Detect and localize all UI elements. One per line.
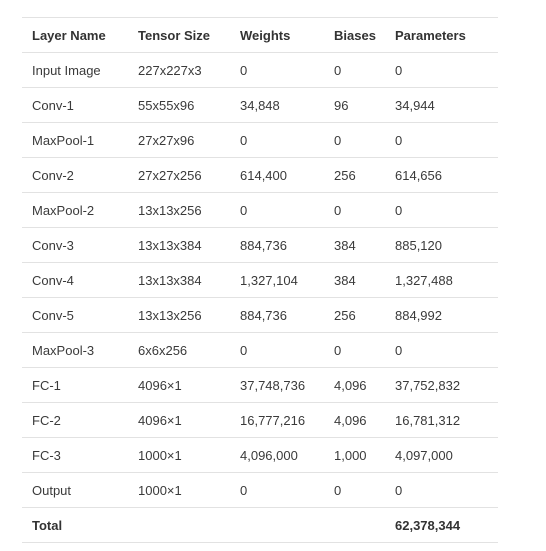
biases-cell: 0 bbox=[324, 472, 385, 508]
parameter-table-container: Layer Name Tensor Size Weights Biases Pa… bbox=[22, 17, 498, 543]
weights-cell: 614,400 bbox=[230, 157, 324, 193]
layer-parameter-table: Layer Name Tensor Size Weights Biases Pa… bbox=[22, 17, 498, 543]
tensor-size-cell: 27x27x256 bbox=[128, 157, 230, 193]
tensor-size-cell: 27x27x96 bbox=[128, 122, 230, 158]
table-row: FC-1 4096×1 37,748,736 4,096 37,752,832 bbox=[22, 367, 498, 403]
total-parameters: 62,378,344 bbox=[385, 507, 498, 543]
biases-cell: 0 bbox=[324, 122, 385, 158]
parameters-cell: 4,097,000 bbox=[385, 437, 498, 473]
layer-name-cell: Conv-3 bbox=[22, 227, 128, 263]
layer-name-cell: FC-1 bbox=[22, 367, 128, 403]
layer-name-cell: FC-2 bbox=[22, 402, 128, 438]
biases-cell: 0 bbox=[324, 332, 385, 368]
weights-cell: 0 bbox=[230, 122, 324, 158]
weights-cell: 0 bbox=[230, 332, 324, 368]
layer-name-cell: MaxPool-2 bbox=[22, 192, 128, 228]
parameters-cell: 884,992 bbox=[385, 297, 498, 333]
table-row: Conv-4 13x13x384 1,327,104 384 1,327,488 bbox=[22, 262, 498, 298]
weights-cell: 0 bbox=[230, 472, 324, 508]
table-row: Conv-3 13x13x384 884,736 384 885,120 bbox=[22, 227, 498, 263]
weights-cell: 0 bbox=[230, 192, 324, 228]
biases-cell: 4,096 bbox=[324, 367, 385, 403]
biases-cell: 0 bbox=[324, 192, 385, 228]
weights-cell: 34,848 bbox=[230, 87, 324, 123]
layer-name-cell: MaxPool-1 bbox=[22, 122, 128, 158]
parameters-cell: 1,327,488 bbox=[385, 262, 498, 298]
layer-name-cell: Conv-1 bbox=[22, 87, 128, 123]
parameters-cell: 614,656 bbox=[385, 157, 498, 193]
parameters-cell: 885,120 bbox=[385, 227, 498, 263]
tensor-size-cell: 55x55x96 bbox=[128, 87, 230, 123]
layer-name-cell: Conv-5 bbox=[22, 297, 128, 333]
layer-name-cell: MaxPool-3 bbox=[22, 332, 128, 368]
total-label: Total bbox=[22, 507, 128, 543]
table-row: MaxPool-1 27x27x96 0 0 0 bbox=[22, 122, 498, 158]
biases-cell: 384 bbox=[324, 227, 385, 263]
biases-cell: 256 bbox=[324, 297, 385, 333]
biases-cell: 256 bbox=[324, 157, 385, 193]
table-body: Input Image 227x227x3 0 0 0 Conv-1 55x55x96 34,… bbox=[22, 52, 498, 508]
weights-cell: 16,777,216 bbox=[230, 402, 324, 438]
biases-cell: 96 bbox=[324, 87, 385, 123]
table-row: MaxPool-2 13x13x256 0 0 0 bbox=[22, 192, 498, 228]
header-parameters: Parameters bbox=[385, 17, 498, 53]
layer-name-cell: Input Image bbox=[22, 52, 128, 88]
weights-cell: 884,736 bbox=[230, 297, 324, 333]
total-row: Total 62,378,344 bbox=[22, 507, 498, 543]
table-row: Conv-1 55x55x96 34,848 96 34,944 bbox=[22, 87, 498, 123]
weights-cell: 884,736 bbox=[230, 227, 324, 263]
total-tensor-size bbox=[128, 507, 230, 543]
tensor-size-cell: 1000×1 bbox=[128, 437, 230, 473]
layer-name-cell: FC-3 bbox=[22, 437, 128, 473]
biases-cell: 1,000 bbox=[324, 437, 385, 473]
tensor-size-cell: 227x227x3 bbox=[128, 52, 230, 88]
total-weights bbox=[230, 507, 324, 543]
weights-cell: 1,327,104 bbox=[230, 262, 324, 298]
parameters-cell: 0 bbox=[385, 192, 498, 228]
weights-cell: 0 bbox=[230, 52, 324, 88]
parameters-cell: 0 bbox=[385, 52, 498, 88]
table-row: Conv-2 27x27x256 614,400 256 614,656 bbox=[22, 157, 498, 193]
header-tensor-size: Tensor Size bbox=[128, 17, 230, 53]
table-row: Conv-5 13x13x256 884,736 256 884,992 bbox=[22, 297, 498, 333]
tensor-size-cell: 1000×1 bbox=[128, 472, 230, 508]
layer-name-cell: Conv-4 bbox=[22, 262, 128, 298]
table-row: FC-2 4096×1 16,777,216 4,096 16,781,312 bbox=[22, 402, 498, 438]
tensor-size-cell: 13x13x384 bbox=[128, 262, 230, 298]
layer-name-cell: Conv-2 bbox=[22, 157, 128, 193]
table-row: FC-3 1000×1 4,096,000 1,000 4,097,000 bbox=[22, 437, 498, 473]
table-row: MaxPool-3 6x6x256 0 0 0 bbox=[22, 332, 498, 368]
tensor-size-cell: 6x6x256 bbox=[128, 332, 230, 368]
tensor-size-cell: 4096×1 bbox=[128, 402, 230, 438]
table-row: Output 1000×1 0 0 0 bbox=[22, 472, 498, 508]
header-biases: Biases bbox=[324, 17, 385, 53]
tensor-size-cell: 13x13x384 bbox=[128, 227, 230, 263]
table-row: Input Image 227x227x3 0 0 0 bbox=[22, 52, 498, 88]
tensor-size-cell: 13x13x256 bbox=[128, 192, 230, 228]
weights-cell: 37,748,736 bbox=[230, 367, 324, 403]
tensor-size-cell: 4096×1 bbox=[128, 367, 230, 403]
header-weights: Weights bbox=[230, 17, 324, 53]
layer-name-cell: Output bbox=[22, 472, 128, 508]
parameters-cell: 37,752,832 bbox=[385, 367, 498, 403]
weights-cell: 4,096,000 bbox=[230, 437, 324, 473]
tensor-size-cell: 13x13x256 bbox=[128, 297, 230, 333]
parameters-cell: 0 bbox=[385, 332, 498, 368]
total-biases bbox=[324, 507, 385, 543]
biases-cell: 4,096 bbox=[324, 402, 385, 438]
parameters-cell: 16,781,312 bbox=[385, 402, 498, 438]
biases-cell: 384 bbox=[324, 262, 385, 298]
parameters-cell: 0 bbox=[385, 472, 498, 508]
biases-cell: 0 bbox=[324, 52, 385, 88]
parameters-cell: 34,944 bbox=[385, 87, 498, 123]
header-layer-name: Layer Name bbox=[22, 17, 128, 53]
header-row: Layer Name Tensor Size Weights Biases Pa… bbox=[22, 17, 498, 53]
parameters-cell: 0 bbox=[385, 122, 498, 158]
